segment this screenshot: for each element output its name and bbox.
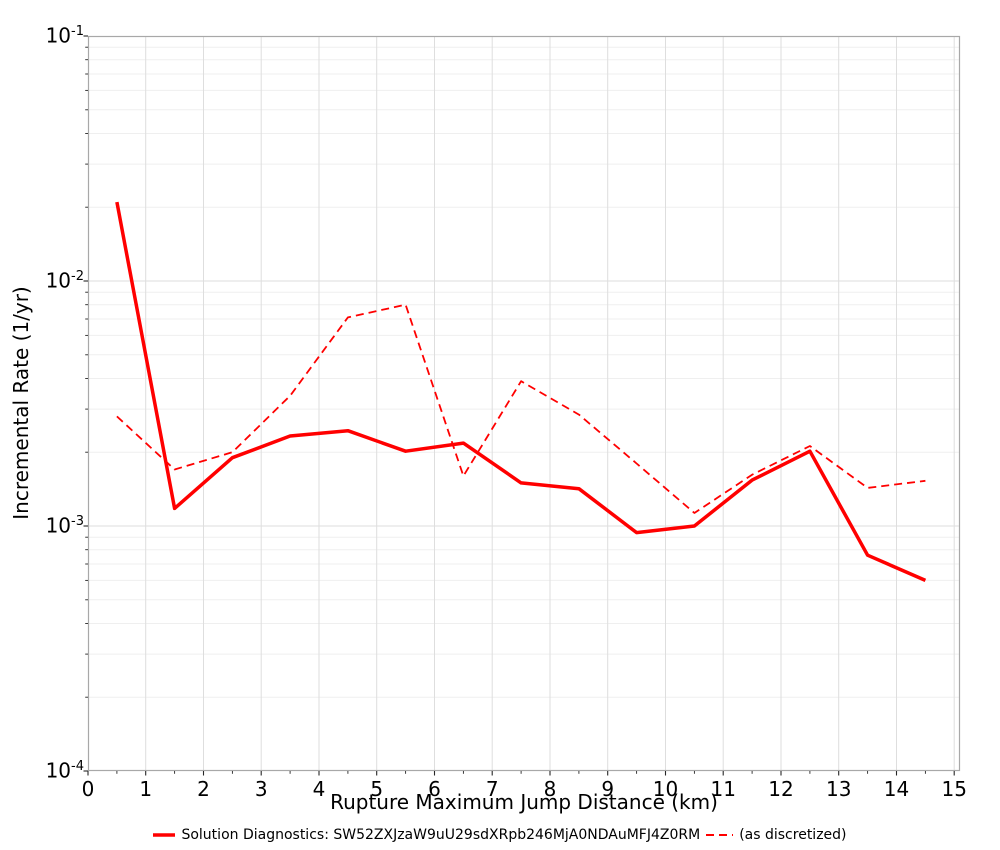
legend: Solution Diagnostics: SW52ZXJzaW9uU29sdX… (0, 825, 1000, 845)
x-tick-label: 9 (601, 777, 615, 801)
x-tick-label: 10 (652, 777, 679, 801)
legend-label-solution-diagnostics: Solution Diagnostics: SW52ZXJzaW9uU29sdX… (181, 827, 701, 843)
x-tick-label: 6 (428, 777, 441, 801)
solid-line-swatch (153, 832, 176, 838)
x-tick-label: 2 (197, 777, 210, 801)
x-tick-label: 8 (543, 777, 557, 801)
legend-label-as-discretized: (as discretized) (739, 827, 847, 843)
x-tick-label: 14 (883, 777, 910, 801)
y-tick-label: 10-4 (45, 758, 84, 783)
y-tick-label: 10-3 (45, 513, 84, 538)
x-tick-label: 11 (710, 777, 736, 801)
x-tick-label: 15 (941, 777, 967, 801)
x-tick-label: 0 (81, 777, 95, 801)
dashed-line-swatch (706, 832, 734, 838)
x-tick-label: 4 (312, 777, 326, 801)
x-tick-label: 3 (254, 777, 268, 801)
x-axis-title: Rupture Maximum Jump Distance (km) (330, 790, 718, 814)
y-tick-label: 10-1 (45, 23, 84, 48)
x-tick-label: 5 (370, 777, 384, 801)
x-tick-label: 1 (139, 777, 153, 801)
x-tick-label: 7 (485, 777, 499, 801)
x-tick-label: 13 (825, 777, 852, 801)
plot-area (83, 35, 961, 776)
y-axis-title: Incremental Rate (1/yr) (9, 286, 33, 520)
y-tick-label: 10-2 (45, 268, 84, 293)
x-tick-label: 12 (768, 777, 794, 801)
